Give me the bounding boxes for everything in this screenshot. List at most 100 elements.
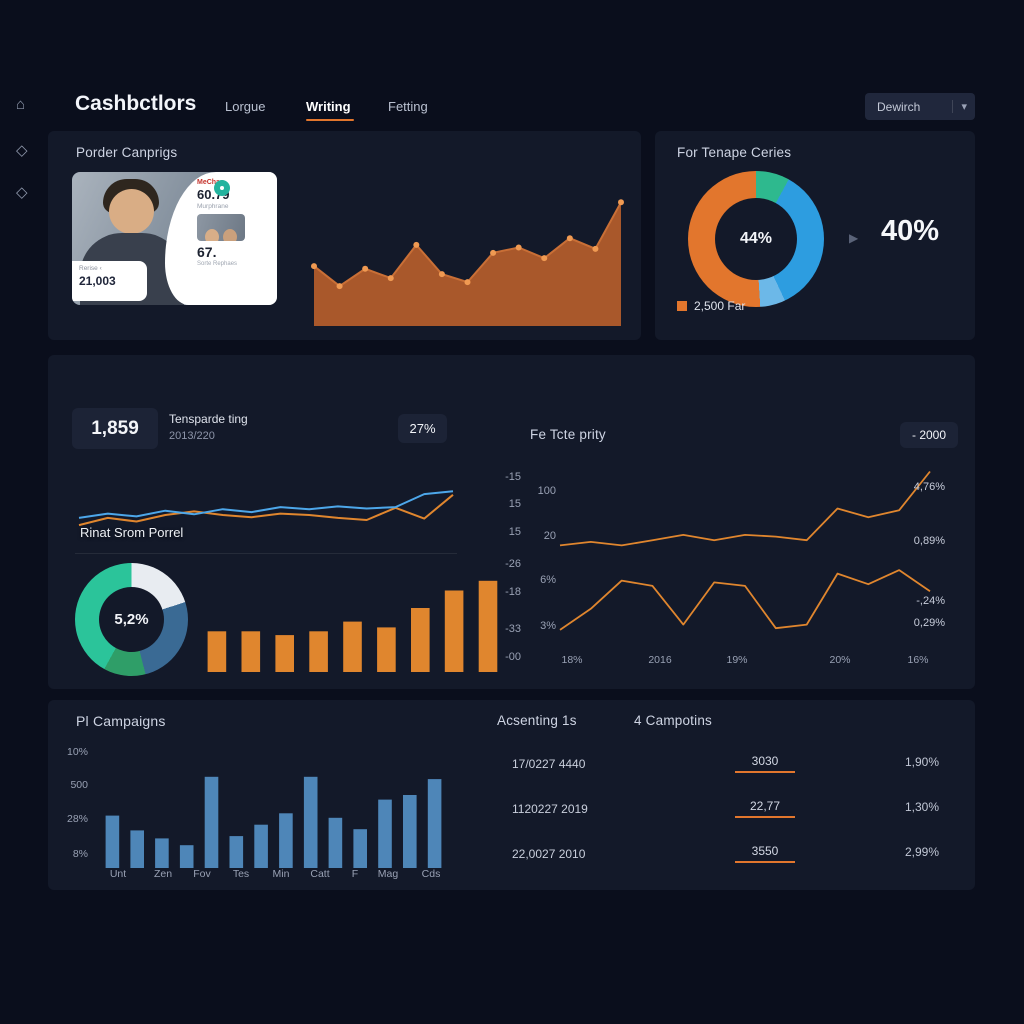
- axis-label: -15: [505, 471, 521, 483]
- x-axis-label: 19%: [726, 654, 748, 666]
- nav-item-writing[interactable]: Writing: [306, 99, 351, 114]
- x-axis-label: 20%: [829, 654, 851, 666]
- marker-icon: ▶: [849, 231, 859, 245]
- series-value: 4,76%: [913, 481, 945, 493]
- diamond-icon[interactable]: ◇: [16, 142, 28, 159]
- x-axis-label: 2016: [648, 654, 672, 666]
- photo-stat-num: 67.: [197, 244, 217, 260]
- axis-label: 15: [508, 498, 521, 510]
- photo-side-stat: Rerise ‹ 21,003: [72, 261, 147, 301]
- campaign-value: 3550: [735, 844, 795, 863]
- chevron-down-icon: ▾: [952, 100, 967, 113]
- x-axis-label: Min: [272, 868, 290, 880]
- growth-bar-chart: [207, 580, 498, 672]
- donut-center-value: 44%: [739, 230, 773, 247]
- y-axis-label: 20: [543, 530, 556, 542]
- photo-stat-sub: Murphrane: [197, 203, 229, 210]
- person-photo-card: MeChas 60.79 Murphrane 67. Sorte Rephaes…: [72, 172, 277, 305]
- campaign-summary-row: 22,77 1,30%: [634, 799, 949, 829]
- x-axis-label: 16%: [907, 654, 929, 666]
- y-axis-label: 3%: [540, 620, 556, 632]
- big-percent-value: 40%: [881, 215, 940, 247]
- photo-stats-overlay: MeChas 60.79 Murphrane 67. Sorte Rephaes: [165, 172, 277, 305]
- mini-logo: MeChas: [197, 179, 224, 186]
- campaign-area-chart: [311, 199, 624, 326]
- x-axis-label: 18%: [561, 654, 583, 666]
- campaign-percent: 2,99%: [904, 845, 939, 859]
- verified-badge-icon: [214, 180, 230, 196]
- axis-label: -18: [505, 586, 521, 598]
- legend-label: 2,500 Far: [694, 299, 746, 313]
- tenape-donut-chart: 44%: [688, 171, 824, 307]
- stat-label: Tensparde ting: [169, 412, 248, 426]
- home-icon[interactable]: ⌂: [16, 96, 26, 113]
- x-axis-label: Cds: [421, 868, 441, 880]
- y-axis-label: 500: [70, 779, 88, 791]
- chart-overlay-label: Rinat Srom Porrel: [80, 525, 184, 540]
- x-axis-label: Unt: [109, 868, 127, 880]
- campaign-value: 22,77: [735, 799, 795, 818]
- x-axis-label: F: [351, 868, 359, 880]
- percent-badge: 27%: [398, 414, 447, 443]
- y-axis-label: 8%: [72, 848, 88, 860]
- accounting-row: 17/0227 4440: [512, 757, 586, 771]
- y-axis-label: 6%: [540, 574, 556, 586]
- tenape-card: For Tenape Ceries 44% ▶ 40% 2,500 Far: [655, 131, 975, 340]
- share-donut-chart: 5,2%: [75, 563, 188, 676]
- period-dropdown[interactable]: Dewirch ▾: [865, 93, 975, 120]
- analytics-card: 1,859 Tensparde ting 2013/220 27% Rinat …: [48, 355, 975, 689]
- axis-label: 15: [508, 526, 521, 538]
- tenape-card-title: For Tenape Ceries: [677, 145, 792, 160]
- section-divider: [75, 553, 457, 554]
- photo-side-label: Rerise ‹: [79, 265, 102, 272]
- priority-line-chart: [559, 470, 931, 631]
- campaign-summary-row: 3030 1,90%: [634, 754, 949, 784]
- x-axis-label: Catt: [310, 868, 330, 880]
- app-title: Cashbctlors: [75, 92, 197, 115]
- donut-center-value: 5,2%: [114, 611, 149, 628]
- dropdown-label: Dewirch: [877, 99, 921, 114]
- nav-item-fetting[interactable]: Fetting: [388, 99, 428, 114]
- shield-icon[interactable]: ◇: [16, 184, 28, 201]
- x-axis-label: Tes: [232, 868, 250, 880]
- series-value: -,24%: [916, 595, 945, 607]
- campaigns-list-title: Pl Campaigns: [76, 713, 166, 729]
- campaign-percent: 1,90%: [904, 755, 939, 769]
- donut-hole: [99, 587, 164, 652]
- photo-stat-caption: Sorte Rephaes: [197, 261, 238, 267]
- campaigns-card: Porder Canprigs MeChas 60.79 Murphrane 6…: [48, 131, 641, 340]
- donut-hole: [715, 198, 797, 280]
- stat-total: 1,859: [72, 408, 158, 449]
- x-axis-label: Mag: [377, 868, 399, 880]
- accounting-title: Acsenting 1s: [497, 713, 577, 728]
- x-axis-label: Fov: [193, 868, 211, 880]
- series-value: 0,89%: [913, 535, 945, 547]
- trend-line-chart: [78, 490, 454, 527]
- campaign-summary-row: 3550 2,99%: [634, 844, 949, 874]
- legend-swatch: [677, 301, 687, 311]
- person-face: [109, 189, 154, 234]
- people-thumbnail: [197, 214, 245, 241]
- photo-side-value: 21,003: [79, 274, 116, 288]
- axis-label: -26: [505, 558, 521, 570]
- campaigns-card-title: Porder Canprigs: [76, 145, 178, 160]
- axis-label: -00: [505, 651, 521, 663]
- monthly-bar-chart: [105, 776, 442, 868]
- y-axis-label: 28%: [66, 813, 88, 825]
- stat-sublabel: 2013/220: [169, 430, 215, 442]
- y-axis-label: 10%: [66, 746, 88, 758]
- bottom-card: Pl Campaigns 10% 500 28% 8% Unt Zen Fov …: [48, 700, 975, 890]
- x-axis-label: Zen: [153, 868, 173, 880]
- nav-item-lorgue[interactable]: Lorgue: [225, 99, 266, 114]
- campaign-summary-title: 4 Campotins: [634, 713, 712, 728]
- campaign-percent: 1,30%: [904, 800, 939, 814]
- series-value: 0,29%: [913, 617, 945, 629]
- axis-label: -33: [505, 623, 521, 635]
- campaign-value: 3030: [735, 754, 795, 773]
- y-axis-label: 100: [537, 485, 556, 497]
- active-tab-underline: [306, 119, 354, 121]
- accounting-row: 1120227 2019: [512, 802, 588, 816]
- accounting-row: 22,0027 2010: [512, 847, 586, 861]
- priority-chart-title: Fe Tcte prity: [530, 427, 606, 442]
